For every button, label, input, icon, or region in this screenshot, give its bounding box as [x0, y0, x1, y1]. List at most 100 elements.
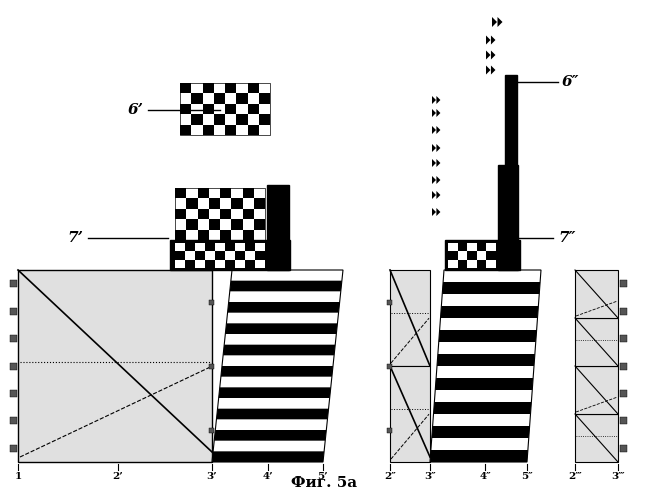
- Bar: [180, 124, 191, 135]
- Bar: [448, 243, 496, 268]
- Bar: [10, 308, 16, 314]
- Bar: [575, 414, 618, 462]
- Bar: [175, 243, 265, 268]
- Bar: [467, 243, 477, 252]
- Polygon shape: [436, 126, 441, 134]
- Bar: [243, 188, 254, 198]
- Bar: [245, 252, 255, 260]
- Bar: [10, 335, 16, 342]
- Bar: [458, 252, 467, 260]
- Bar: [180, 83, 270, 135]
- Bar: [175, 188, 265, 240]
- Bar: [448, 243, 458, 252]
- Text: 4″: 4″: [479, 472, 491, 481]
- Bar: [236, 114, 247, 124]
- Bar: [208, 364, 214, 368]
- Bar: [220, 188, 231, 198]
- Polygon shape: [230, 280, 342, 291]
- Bar: [215, 260, 225, 268]
- Polygon shape: [228, 302, 339, 312]
- Bar: [247, 83, 259, 94]
- Polygon shape: [212, 270, 343, 462]
- Bar: [214, 94, 225, 104]
- Bar: [191, 94, 202, 104]
- Polygon shape: [430, 270, 541, 462]
- Polygon shape: [439, 330, 537, 342]
- Bar: [10, 418, 16, 424]
- Bar: [486, 260, 496, 268]
- Polygon shape: [441, 306, 539, 318]
- Bar: [197, 230, 209, 240]
- Polygon shape: [436, 176, 441, 184]
- Polygon shape: [436, 159, 441, 167]
- Bar: [197, 209, 209, 219]
- Bar: [390, 270, 430, 366]
- Polygon shape: [225, 324, 337, 334]
- Text: 7’: 7’: [67, 231, 83, 245]
- Bar: [445, 240, 520, 270]
- Bar: [209, 219, 220, 230]
- Bar: [18, 270, 212, 462]
- Polygon shape: [432, 208, 436, 216]
- Polygon shape: [436, 96, 441, 104]
- Bar: [575, 270, 618, 318]
- Bar: [215, 243, 225, 252]
- Polygon shape: [436, 191, 441, 199]
- Bar: [220, 230, 231, 240]
- Bar: [620, 445, 626, 452]
- Bar: [202, 104, 214, 114]
- Polygon shape: [434, 402, 532, 414]
- Bar: [620, 418, 626, 424]
- Bar: [205, 252, 215, 260]
- Polygon shape: [432, 96, 436, 104]
- Bar: [10, 280, 16, 287]
- Bar: [620, 280, 626, 287]
- Bar: [247, 124, 259, 135]
- Polygon shape: [492, 17, 497, 27]
- Polygon shape: [486, 36, 491, 44]
- Text: 6’: 6’: [127, 103, 143, 117]
- Bar: [267, 185, 289, 270]
- Polygon shape: [212, 452, 324, 462]
- Polygon shape: [436, 208, 441, 216]
- Polygon shape: [432, 144, 436, 152]
- Bar: [180, 104, 191, 114]
- Bar: [243, 209, 254, 219]
- Bar: [175, 188, 186, 198]
- Bar: [259, 94, 270, 104]
- Text: 3’: 3’: [206, 472, 217, 481]
- Text: 4’: 4’: [263, 472, 273, 481]
- Bar: [620, 390, 626, 397]
- Bar: [175, 260, 185, 268]
- Bar: [10, 445, 16, 452]
- Polygon shape: [430, 450, 528, 462]
- Bar: [620, 308, 626, 314]
- Bar: [225, 124, 236, 135]
- Bar: [259, 114, 270, 124]
- Bar: [255, 260, 265, 268]
- Bar: [225, 252, 235, 260]
- Bar: [195, 243, 205, 252]
- Polygon shape: [436, 144, 441, 152]
- Polygon shape: [491, 66, 495, 74]
- Polygon shape: [435, 378, 533, 390]
- Text: 3‴: 3‴: [611, 472, 625, 481]
- Bar: [195, 260, 205, 268]
- Polygon shape: [486, 66, 491, 74]
- Bar: [620, 362, 626, 370]
- Bar: [477, 252, 486, 260]
- Polygon shape: [442, 282, 540, 294]
- Bar: [575, 318, 618, 366]
- Polygon shape: [432, 426, 530, 438]
- Text: 1: 1: [14, 472, 21, 481]
- Bar: [175, 209, 186, 219]
- Bar: [254, 198, 265, 209]
- Bar: [620, 335, 626, 342]
- Bar: [180, 83, 191, 94]
- Bar: [185, 252, 195, 260]
- Polygon shape: [214, 430, 326, 440]
- Bar: [498, 165, 518, 270]
- Text: 2’: 2’: [112, 472, 123, 481]
- Bar: [170, 240, 290, 270]
- Polygon shape: [432, 109, 436, 117]
